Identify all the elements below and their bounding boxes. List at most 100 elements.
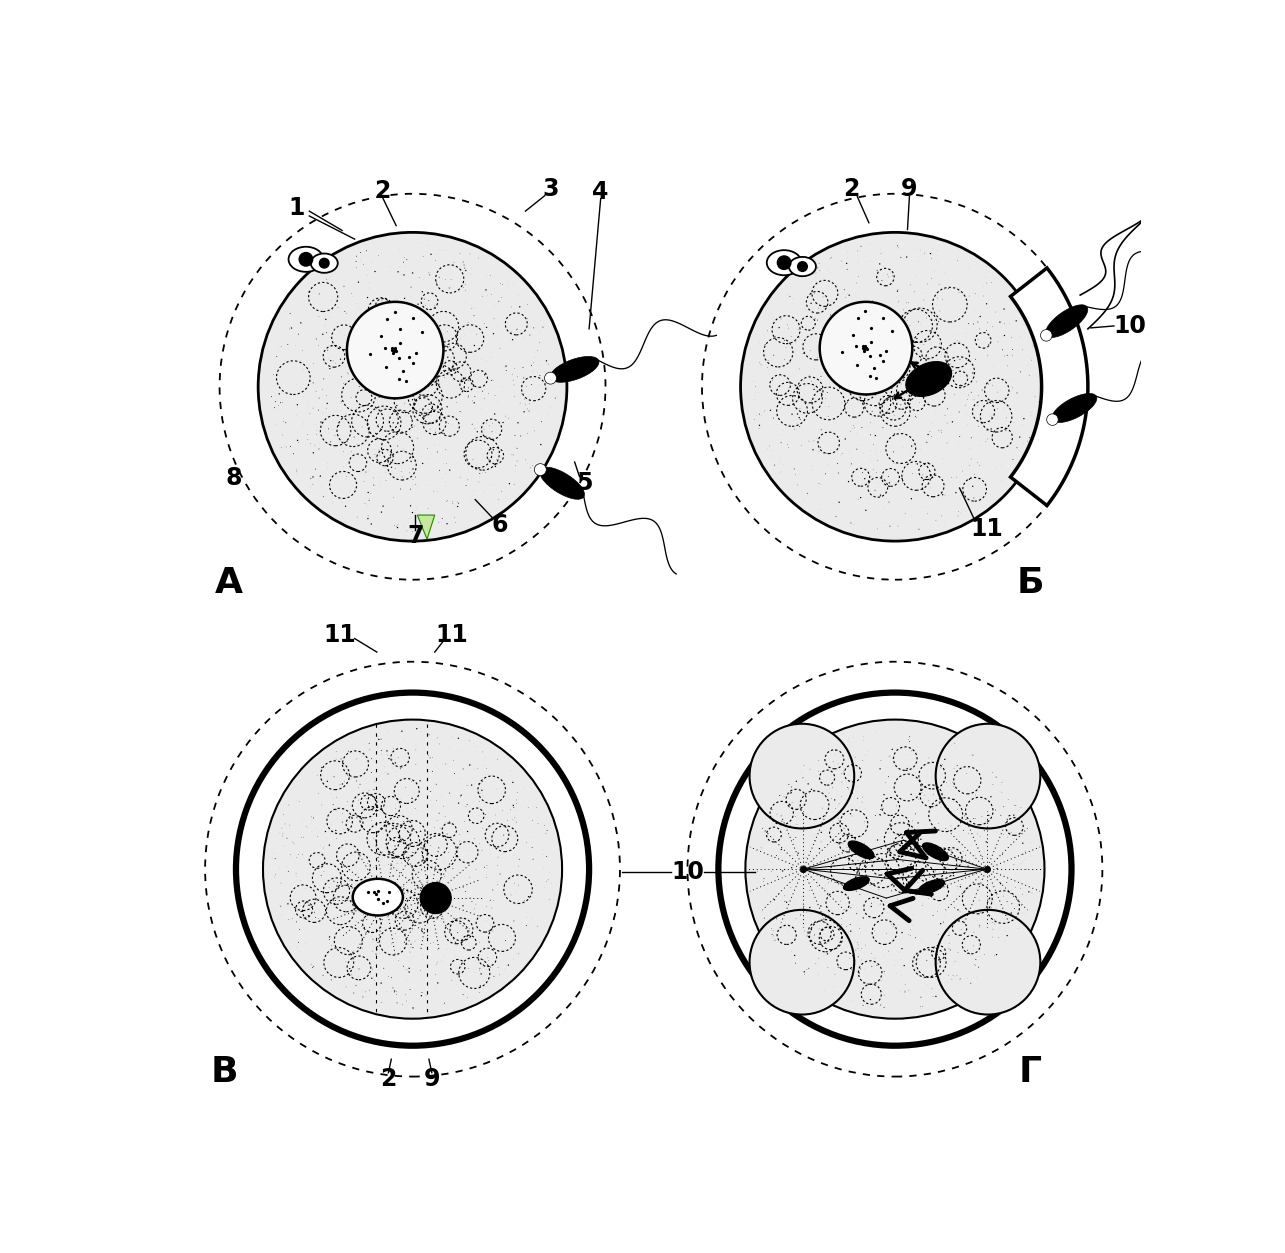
Point <box>332 812 352 832</box>
Point <box>483 880 504 900</box>
Point <box>765 826 785 846</box>
Point <box>911 824 932 845</box>
Point <box>515 395 536 415</box>
Point <box>545 388 565 408</box>
Point <box>777 840 798 860</box>
Point <box>361 252 382 272</box>
Point <box>330 872 351 892</box>
Point <box>401 772 421 792</box>
Point <box>813 327 834 347</box>
Point <box>420 244 441 264</box>
Text: 3: 3 <box>542 177 559 200</box>
Point <box>754 868 775 888</box>
Point <box>951 920 971 940</box>
Point <box>427 244 447 264</box>
Point <box>908 252 929 272</box>
Point <box>343 287 364 307</box>
Text: 4: 4 <box>592 180 609 204</box>
Point <box>368 940 388 960</box>
Point <box>853 995 874 1015</box>
Point <box>479 896 500 916</box>
Point <box>317 393 338 413</box>
Point <box>817 944 838 964</box>
Point <box>843 416 864 436</box>
Point <box>396 970 416 990</box>
Point <box>470 976 491 996</box>
Point <box>997 892 1018 912</box>
Point <box>984 910 1005 930</box>
Point <box>293 412 314 432</box>
Point <box>842 320 862 340</box>
Point <box>364 779 384 799</box>
Point <box>1005 804 1025 824</box>
Point <box>793 489 813 509</box>
Point <box>433 330 454 350</box>
Point <box>840 512 861 533</box>
Point <box>821 479 842 499</box>
Point <box>856 327 876 347</box>
Point <box>793 343 813 363</box>
Point <box>483 370 504 390</box>
Point <box>983 356 1004 376</box>
Point <box>428 940 448 960</box>
Point <box>335 951 356 971</box>
Point <box>334 822 355 842</box>
Point <box>920 873 941 893</box>
Point <box>492 274 513 294</box>
Point <box>1000 289 1020 309</box>
Point <box>312 758 333 778</box>
Point <box>429 734 450 754</box>
Point <box>801 903 821 923</box>
Point <box>380 853 401 873</box>
Point <box>303 821 324 841</box>
Point <box>932 754 952 774</box>
Point <box>898 925 919 945</box>
Point <box>953 851 974 871</box>
Point <box>308 466 329 486</box>
Point <box>496 774 517 794</box>
Point <box>925 861 946 881</box>
Point <box>910 996 930 1016</box>
Point <box>368 327 388 347</box>
Point <box>533 858 554 878</box>
Point <box>911 315 932 335</box>
Point <box>961 449 982 469</box>
Point <box>830 402 851 422</box>
Point <box>847 788 867 808</box>
Point <box>433 754 454 774</box>
Point <box>481 284 501 304</box>
Point <box>356 982 377 1002</box>
Point <box>873 257 893 277</box>
Point <box>514 390 535 410</box>
Point <box>889 930 910 950</box>
Point <box>950 969 970 989</box>
Point <box>479 834 500 855</box>
Point <box>500 799 520 819</box>
Point <box>989 380 1010 400</box>
Point <box>474 313 495 333</box>
Polygon shape <box>1010 268 1088 505</box>
Point <box>858 862 879 882</box>
Point <box>382 967 402 987</box>
Point <box>781 405 802 425</box>
Point <box>920 422 941 442</box>
Point <box>294 893 315 913</box>
Point <box>468 781 488 801</box>
Point <box>306 415 326 435</box>
Point <box>360 424 380 444</box>
Point <box>799 759 820 779</box>
Point <box>795 771 816 791</box>
Point <box>410 960 430 980</box>
Point <box>1007 918 1028 938</box>
Point <box>455 274 475 294</box>
Point <box>416 985 437 1005</box>
Point <box>826 851 847 871</box>
Point <box>838 283 858 303</box>
Point <box>487 391 508 411</box>
Point <box>452 985 473 1005</box>
Point <box>995 931 1015 951</box>
Point <box>961 382 982 402</box>
Point <box>790 398 811 419</box>
Point <box>849 857 870 877</box>
Point <box>365 439 385 459</box>
